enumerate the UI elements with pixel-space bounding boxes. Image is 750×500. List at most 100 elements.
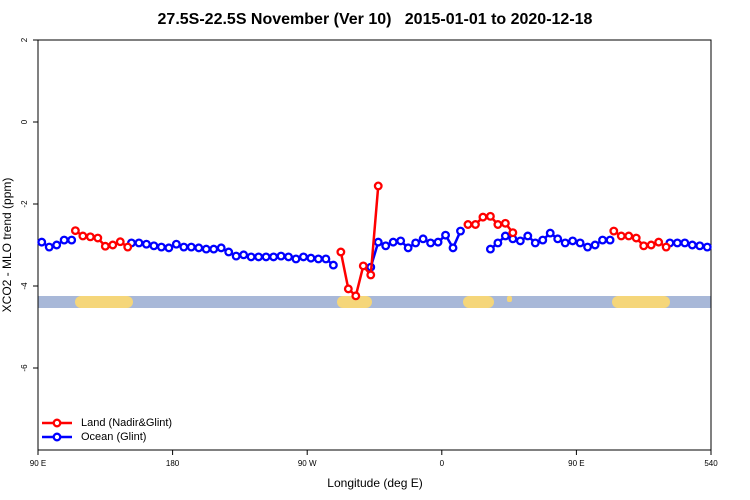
data-point <box>321 254 331 264</box>
data-point <box>553 234 563 244</box>
data-point <box>141 239 151 249</box>
data-point <box>463 220 473 229</box>
legend-marker <box>52 418 62 428</box>
data-point <box>231 251 241 261</box>
data-point <box>426 238 436 248</box>
x-tick-label: 90 E <box>568 459 584 468</box>
data-point <box>171 239 181 249</box>
land-mask <box>38 296 711 308</box>
data-point <box>616 231 626 241</box>
legend-label: Land (Nadir&Glint) <box>81 417 172 429</box>
data-point <box>328 260 338 270</box>
data-point <box>433 237 443 247</box>
data-point <box>456 226 465 236</box>
land-region <box>463 296 494 308</box>
data-point <box>224 247 234 257</box>
data-point <box>52 240 62 250</box>
x-tick-label: 0 <box>440 459 445 468</box>
data-point <box>269 252 278 262</box>
data-point <box>201 244 211 254</box>
data-point <box>523 231 533 241</box>
x-tick-label: 540 <box>704 459 718 468</box>
y-tick-label: 2 <box>20 37 29 42</box>
data-point <box>59 235 69 245</box>
data-point <box>123 242 133 252</box>
data-point <box>254 252 264 262</box>
data-point <box>246 252 256 262</box>
y-tick-label: 0 <box>20 119 29 124</box>
data-point <box>702 242 712 252</box>
data-point <box>313 254 323 264</box>
data-point <box>654 237 664 247</box>
data-point <box>560 238 570 248</box>
series <box>37 226 712 272</box>
chart-title: 27.5S-22.5S November (Ver 10) 2015-01-01… <box>158 11 593 28</box>
data-point <box>351 291 361 301</box>
data-point <box>515 236 525 246</box>
data-point <box>44 242 54 252</box>
data-point <box>366 270 376 280</box>
data-point <box>209 244 219 254</box>
data-point <box>441 230 450 240</box>
land-region <box>507 296 512 302</box>
data-point <box>336 247 346 257</box>
data-point <box>186 242 196 252</box>
data-point <box>306 253 316 263</box>
data-point <box>575 238 585 248</box>
y-tick-label: -6 <box>20 364 29 372</box>
data-point <box>179 242 189 252</box>
data-point <box>93 233 103 243</box>
data-point <box>609 226 619 236</box>
data-point <box>471 220 480 229</box>
data-point <box>37 237 47 247</box>
data-point <box>661 242 671 252</box>
mask-strip <box>38 296 711 308</box>
data-point <box>343 284 353 294</box>
data-point <box>276 251 286 261</box>
x-tick-label: 180 <box>166 459 180 468</box>
data-point <box>493 220 503 229</box>
data-point <box>646 240 656 250</box>
data-point <box>261 252 271 262</box>
data-point <box>500 231 510 241</box>
data-point <box>530 238 540 248</box>
data-point <box>108 240 118 250</box>
x-tick-label: 90 W <box>298 459 317 468</box>
data-point <box>239 250 249 260</box>
data-point <box>448 243 458 253</box>
data-point <box>411 238 421 248</box>
series <box>70 181 671 301</box>
data-point <box>695 241 705 251</box>
data-point <box>508 228 518 238</box>
data-point <box>485 244 495 254</box>
x-tick-label: 90 E <box>30 459 46 468</box>
data-point <box>373 181 383 191</box>
data-point <box>284 252 293 262</box>
data-point <box>381 241 391 251</box>
data-point <box>194 243 204 253</box>
data-point <box>299 252 308 262</box>
data-point <box>680 238 690 248</box>
data-point <box>545 228 555 238</box>
y-tick-label: -2 <box>20 200 29 208</box>
land-region <box>612 296 670 308</box>
land-region <box>75 296 133 308</box>
data-point <box>624 231 634 241</box>
data-point <box>583 242 593 252</box>
data-point <box>403 243 413 253</box>
x-axis-label: Longitude (deg E) <box>327 476 422 490</box>
data-point <box>478 212 488 222</box>
data-point <box>590 240 600 250</box>
legend-label: Ocean (Glint) <box>81 431 146 443</box>
data-point <box>373 237 383 247</box>
data-point <box>538 235 548 245</box>
data-point <box>568 236 578 246</box>
data-point <box>149 241 159 251</box>
data-point <box>85 232 95 242</box>
data-point <box>291 254 301 264</box>
data-point <box>388 237 398 247</box>
data-point <box>639 241 649 251</box>
data-point <box>67 235 77 245</box>
data-point <box>418 234 428 244</box>
data-point <box>156 242 166 252</box>
